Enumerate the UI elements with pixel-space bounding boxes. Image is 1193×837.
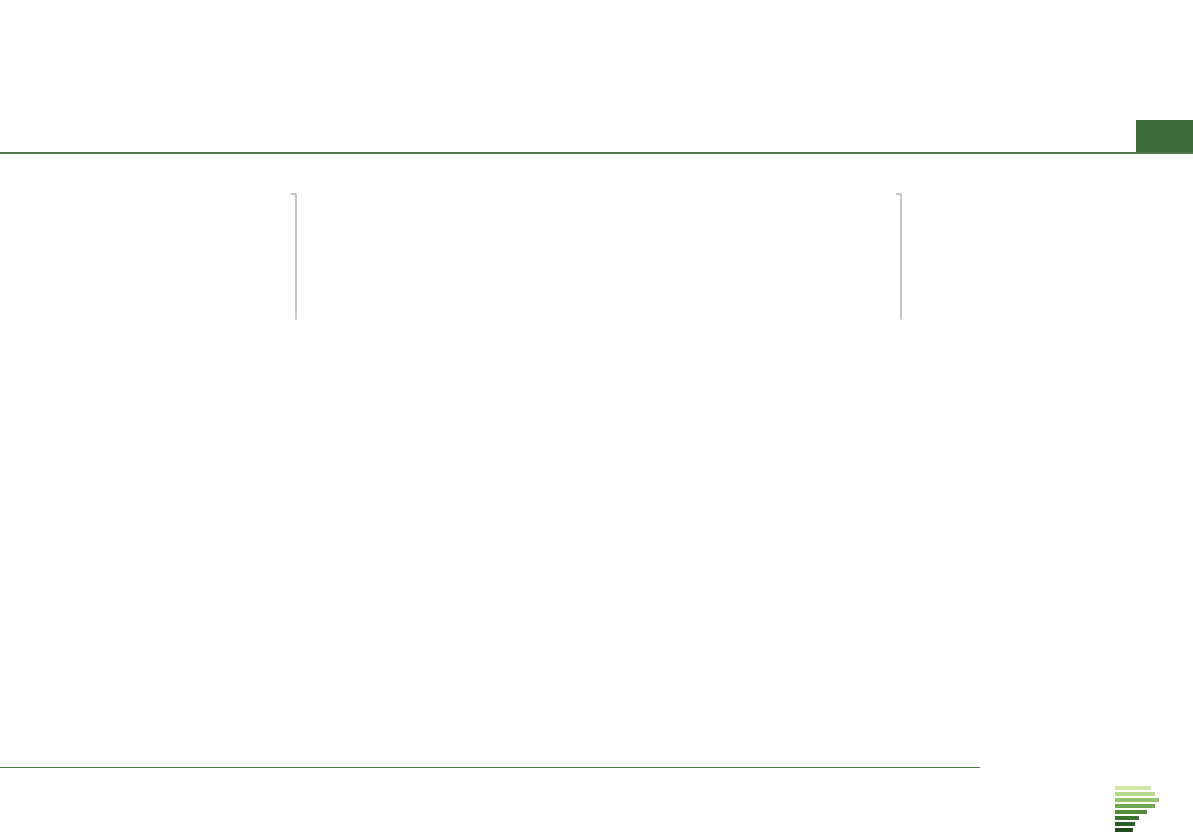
footer-divider: [0, 767, 980, 768]
brand-logo-icon: [1115, 786, 1159, 832]
chart-left: [291, 193, 297, 320]
page-number-badge: [1136, 120, 1193, 153]
chart-area: [291, 193, 902, 320]
header-divider: [0, 152, 1193, 154]
chart-right: [896, 193, 902, 320]
